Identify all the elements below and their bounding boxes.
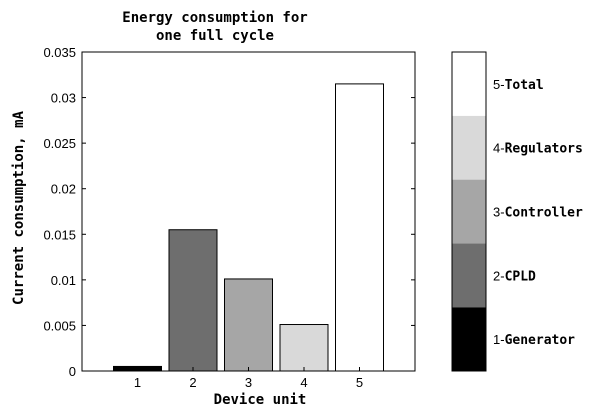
colorbar-swatch-3 (452, 179, 486, 244)
y-axis-label: Current consumption, mA (11, 111, 27, 305)
colorbar-number-5: 5- (493, 77, 505, 92)
y-tick-label-0.005: 0.005 (43, 318, 76, 333)
colorbar-number-4: 4- (493, 141, 505, 156)
colorbar-swatch-5 (452, 52, 486, 116)
colorbar-frame (451, 51, 487, 372)
colorbar-label-4: 4-Regulators (493, 141, 583, 157)
colorbar-label-3: 3-Controller (493, 205, 583, 221)
y-tick-label-0.01: 0.01 (51, 273, 76, 288)
x-tick-label-1: 1 (134, 375, 141, 390)
colorbar-number-2: 2- (493, 268, 505, 283)
x-tick-label-5: 5 (356, 375, 363, 390)
colorbar: 1-Generator 2-CPLD 3-Controller 4-Regulator… (451, 51, 583, 372)
y-tick-label-0.035: 0.035 (43, 45, 76, 60)
colorbar-name-5: Total (505, 78, 544, 93)
colorbar-number-1: 1- (493, 332, 505, 347)
bar-3 (224, 278, 273, 372)
bar-5 (335, 83, 384, 372)
chart-title-line-1: Energy consumption for (122, 10, 307, 26)
chart-title-line-2: one full cycle (156, 28, 274, 44)
x-tick-label-4: 4 (300, 375, 307, 390)
colorbar-name-2: CPLD (505, 269, 536, 284)
x-axis-label: Device unit (214, 392, 307, 408)
colorbar-swatch-2 (452, 243, 486, 308)
colorbar-number-3: 3- (493, 205, 505, 220)
colorbar-name-3: Controller (505, 206, 583, 221)
x-tick-label-3: 3 (245, 375, 252, 390)
y-tick-label-0: 0 (69, 364, 76, 379)
y-tick-label-0.025: 0.025 (43, 136, 76, 151)
colorbar-label-1: 1-Generator (493, 332, 575, 348)
bar-2 (168, 229, 218, 372)
plot-area: 1 2 3 4 5 0 0.005 0.01 0.015 0.02 0.025 0.03 0.035 (43, 45, 416, 390)
y-tick-label-0.015: 0.015 (43, 227, 76, 242)
colorbar-swatch-4 (452, 115, 486, 180)
y-tick-label-0.02: 0.02 (51, 182, 76, 197)
colorbar-name-1: Generator (505, 333, 576, 348)
y-tick-label-0.03: 0.03 (51, 91, 76, 106)
bar-4 (279, 324, 329, 372)
colorbar-swatch-1 (452, 307, 486, 371)
colorbar-label-2: 2-CPLD (493, 268, 536, 284)
x-tick-label-2: 2 (189, 375, 196, 390)
colorbar-name-4: Regulators (505, 142, 583, 157)
colorbar-label-5: 5-Total (493, 77, 544, 93)
